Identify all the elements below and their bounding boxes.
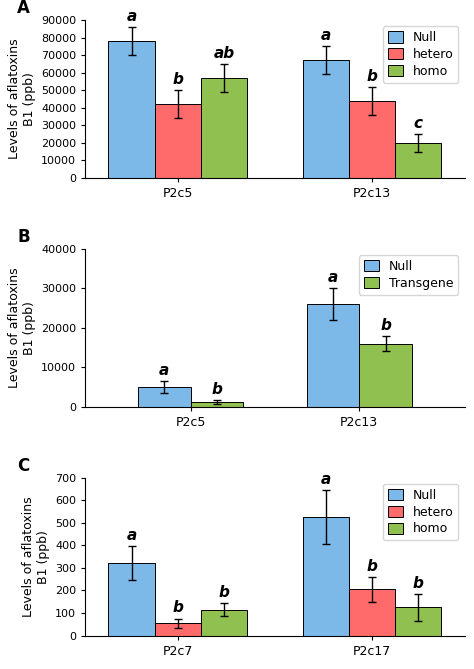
Text: a: a [127,529,137,543]
Text: c: c [414,116,423,131]
Text: a: a [328,270,338,285]
Bar [138,387,191,407]
Text: a: a [127,9,137,24]
Bar [307,304,359,407]
Bar [303,60,349,178]
Text: b: b [219,585,229,599]
Text: ab: ab [213,45,235,61]
Text: A: A [17,0,30,17]
Text: b: b [413,576,424,591]
Legend: Null, hetero, homo: Null, hetero, homo [383,26,458,83]
Legend: Null, Transgene: Null, Transgene [359,255,458,295]
Text: a: a [159,363,169,378]
Bar [359,344,412,407]
Bar [349,101,395,178]
Bar [395,607,441,636]
Text: b: b [211,382,222,397]
Text: b: b [380,318,391,332]
Bar [191,402,243,407]
Bar [155,623,201,636]
Bar [395,142,441,178]
Y-axis label: Levels of aflatoxins
B1 (ppb): Levels of aflatoxins B1 (ppb) [8,39,36,159]
Text: B: B [17,227,30,246]
Text: b: b [173,72,183,87]
Text: a: a [321,472,331,487]
Bar [155,104,201,178]
Text: a: a [321,28,331,43]
Bar [109,41,155,178]
Bar [109,563,155,636]
Bar [349,589,395,636]
Text: b: b [366,68,377,84]
Bar [201,609,247,636]
Legend: Null, hetero, homo: Null, hetero, homo [383,484,458,541]
Y-axis label: Levels of aflatoxins
B1 (ppb): Levels of aflatoxins B1 (ppb) [22,496,50,617]
Text: b: b [173,601,183,615]
Bar [201,78,247,178]
Text: C: C [17,456,29,474]
Text: b: b [366,559,377,574]
Y-axis label: Levels of aflatoxins
B1 (ppb): Levels of aflatoxins B1 (ppb) [8,268,36,388]
Bar [303,517,349,636]
